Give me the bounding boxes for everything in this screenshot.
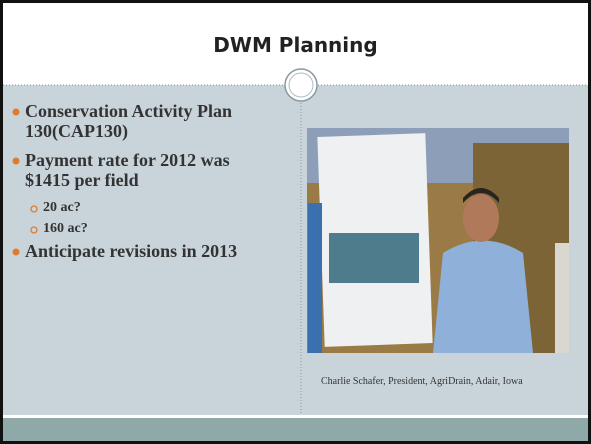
divider-circle	[284, 68, 318, 102]
bullet-marker	[30, 226, 38, 234]
bullet-text: Conservation Activity Plan 130(CAP130)	[25, 101, 232, 141]
bullet-marker	[12, 157, 20, 165]
bullet-marker	[30, 205, 38, 213]
divider-circle-inner	[288, 72, 314, 98]
photo-poster-figure	[329, 233, 419, 283]
footer-band	[3, 418, 588, 441]
decorations	[3, 68, 588, 415]
photo-person-head	[463, 194, 499, 242]
photo-caption: Charlie Schafer, President, AgriDrain, A…	[321, 376, 523, 387]
photo	[307, 128, 569, 353]
photo-person-right	[555, 243, 569, 353]
bullet-text: 160 ac?	[43, 221, 88, 236]
photo-person-shirt	[433, 240, 533, 353]
bullet-text: Anticipate revisions in 2013	[25, 241, 238, 261]
slide-title: DWM Planning	[213, 33, 378, 57]
photo-person-hair	[463, 188, 499, 203]
photo-person-left	[308, 203, 322, 353]
bullet-text: Payment rate for 2012 was $1415 per fiel…	[25, 150, 230, 190]
bullet-text: 20 ac?	[43, 200, 81, 215]
bullet-marker	[12, 108, 20, 116]
bullet-marker	[12, 248, 20, 256]
